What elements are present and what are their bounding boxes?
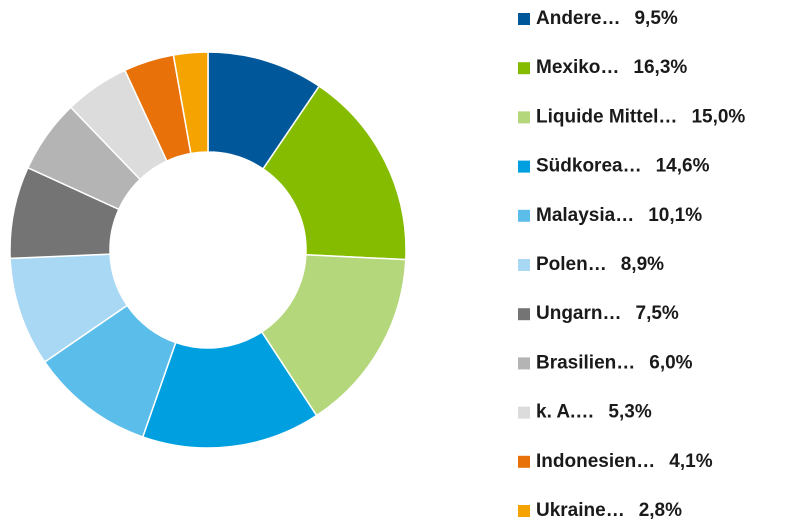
- legend-value: 10,1%: [648, 205, 702, 226]
- legend-label: Südkorea…: [536, 156, 642, 177]
- legend-swatch: [518, 455, 530, 468]
- legend-value: 7,5%: [636, 303, 679, 324]
- legend-value: 2,8%: [639, 500, 682, 521]
- legend-value: 16,3%: [633, 57, 687, 78]
- legend-label: Liquide Mittel…: [536, 106, 677, 127]
- legend-label: Ukraine…: [536, 500, 625, 521]
- legend-swatch: [518, 357, 530, 370]
- legend-swatch: [518, 160, 530, 173]
- slice: [172, 51, 209, 155]
- legend-label: Brasilien…: [536, 352, 635, 373]
- legend-label: Ungarn…: [536, 303, 622, 324]
- legend-swatch: [518, 505, 530, 517]
- legend-label: Indonesien…: [536, 451, 655, 472]
- legend-swatch: [518, 209, 530, 222]
- legend-label: Polen…: [536, 254, 607, 275]
- legend-swatch: [518, 308, 530, 321]
- legend-swatch: [518, 259, 530, 271]
- legend-value: 6,0%: [649, 352, 692, 373]
- legend-value: 14,6%: [656, 156, 710, 177]
- slice: [141, 330, 318, 449]
- slice: [261, 85, 407, 261]
- legend-label: Malaysia…: [536, 205, 634, 226]
- legend-label: k. A.…: [536, 402, 594, 423]
- legend-swatch: [518, 13, 530, 25]
- legend-value: 4,1%: [669, 451, 712, 472]
- legend-value: 8,9%: [621, 254, 664, 275]
- legend-value: 5,3%: [608, 402, 651, 423]
- legend-swatch: [518, 406, 530, 419]
- legend-label: Mexiko…: [536, 57, 619, 78]
- legend-value: 9,5%: [634, 8, 677, 29]
- legend-swatch: [518, 111, 530, 124]
- legend-swatch: [518, 62, 530, 75]
- legend-label: Andere…: [536, 8, 620, 29]
- legend-value: 15,0%: [691, 106, 745, 127]
